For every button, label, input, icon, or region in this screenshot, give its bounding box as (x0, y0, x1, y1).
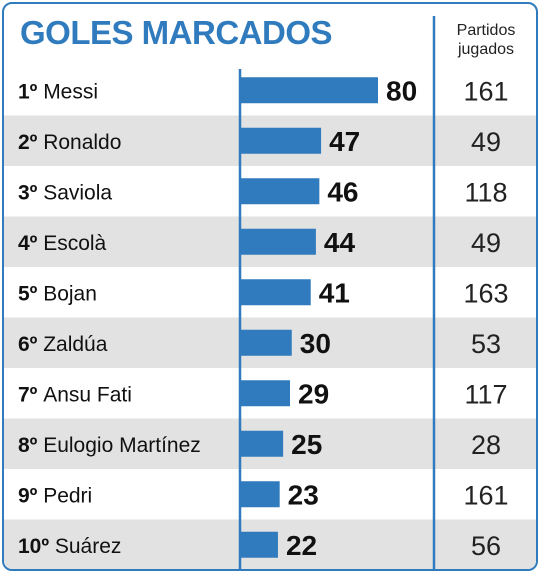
goals-bar (240, 380, 291, 407)
goals-bar (240, 178, 320, 205)
matches-value: 53 (471, 329, 501, 359)
matches-value: 161 (463, 480, 508, 510)
matches-value: 49 (471, 127, 501, 157)
player-name: Saviola (43, 181, 112, 204)
matches-value: 56 (471, 531, 501, 561)
player-rank: 2º (18, 131, 43, 154)
matches-value: 161 (463, 76, 508, 106)
player-rank: 10º (18, 535, 55, 558)
matches-header-line-2: jugados (457, 41, 515, 58)
player-name: Eulogio Martínez (43, 434, 201, 457)
player-label: 2º Ronaldo (18, 131, 121, 154)
player-label: 10º Suárez (18, 535, 121, 558)
goals-value-label: 29 (298, 378, 329, 409)
goals-bar (240, 127, 322, 154)
player-name: Suárez (55, 535, 122, 558)
matches-value: 118 (464, 177, 507, 207)
player-label: 7º Ansu Fati (18, 383, 132, 406)
goals-bar (240, 481, 280, 508)
player-name: Ronaldo (43, 131, 121, 154)
goals-value-label: 30 (300, 328, 331, 359)
player-rank: 1º (18, 80, 43, 103)
player-name: Ansu Fati (43, 383, 132, 406)
goals-bar (240, 531, 278, 558)
matches-value: 163 (463, 278, 508, 308)
player-label: 5º Bojan (18, 282, 97, 305)
matches-value: 117 (464, 379, 507, 409)
goals-value-label: 44 (324, 227, 356, 258)
player-rank: 6º (18, 333, 43, 356)
player-rank: 3º (18, 181, 43, 204)
goals-value-label: 80 (386, 75, 417, 106)
player-label: 8º Eulogio Martínez (18, 434, 201, 457)
goals-value-label: 25 (291, 429, 322, 460)
player-name: Bojan (43, 282, 97, 305)
player-rank: 5º (18, 282, 43, 305)
player-rank: 7º (18, 383, 43, 406)
matches-column-header: Partidos jugados (434, 21, 536, 59)
player-label: 4º Escolà (18, 232, 107, 255)
goals-value-label: 47 (329, 126, 360, 157)
goals-bar (240, 329, 292, 356)
goals-value-label: 46 (327, 176, 358, 207)
player-name: Escolà (43, 232, 106, 255)
player-label: 6º Zaldúa (18, 333, 108, 356)
player-label: 9º Pedri (18, 484, 92, 507)
goals-bar (240, 279, 311, 306)
player-rank: 9º (18, 484, 43, 507)
matches-header-line-1: Partidos (456, 22, 516, 39)
player-label: 3º Saviola (18, 181, 112, 204)
goals-value-label: 23 (288, 479, 319, 510)
matches-value: 28 (471, 430, 501, 460)
goals-card: GOLES MARCADOS Partidos jugados 1º Messi… (2, 2, 538, 571)
player-label: 1º Messi (18, 80, 98, 103)
goals-value-label: 22 (286, 530, 317, 561)
goals-bar (240, 228, 316, 255)
player-name: Messi (43, 80, 98, 103)
matches-value: 49 (471, 228, 501, 258)
goals-bar-chart: 1º Messi 80 161 2º Ronaldo 47 49 3º Saviola 46 1… (4, 16, 536, 569)
player-rank: 4º (18, 232, 43, 255)
goals-value-label: 41 (319, 277, 350, 308)
player-rank: 8º (18, 434, 43, 457)
player-name: Pedri (43, 484, 92, 507)
chart-title: GOLES MARCADOS (20, 14, 333, 51)
goals-bar (240, 77, 378, 104)
goals-bar (240, 430, 284, 457)
player-name: Zaldúa (43, 333, 108, 356)
